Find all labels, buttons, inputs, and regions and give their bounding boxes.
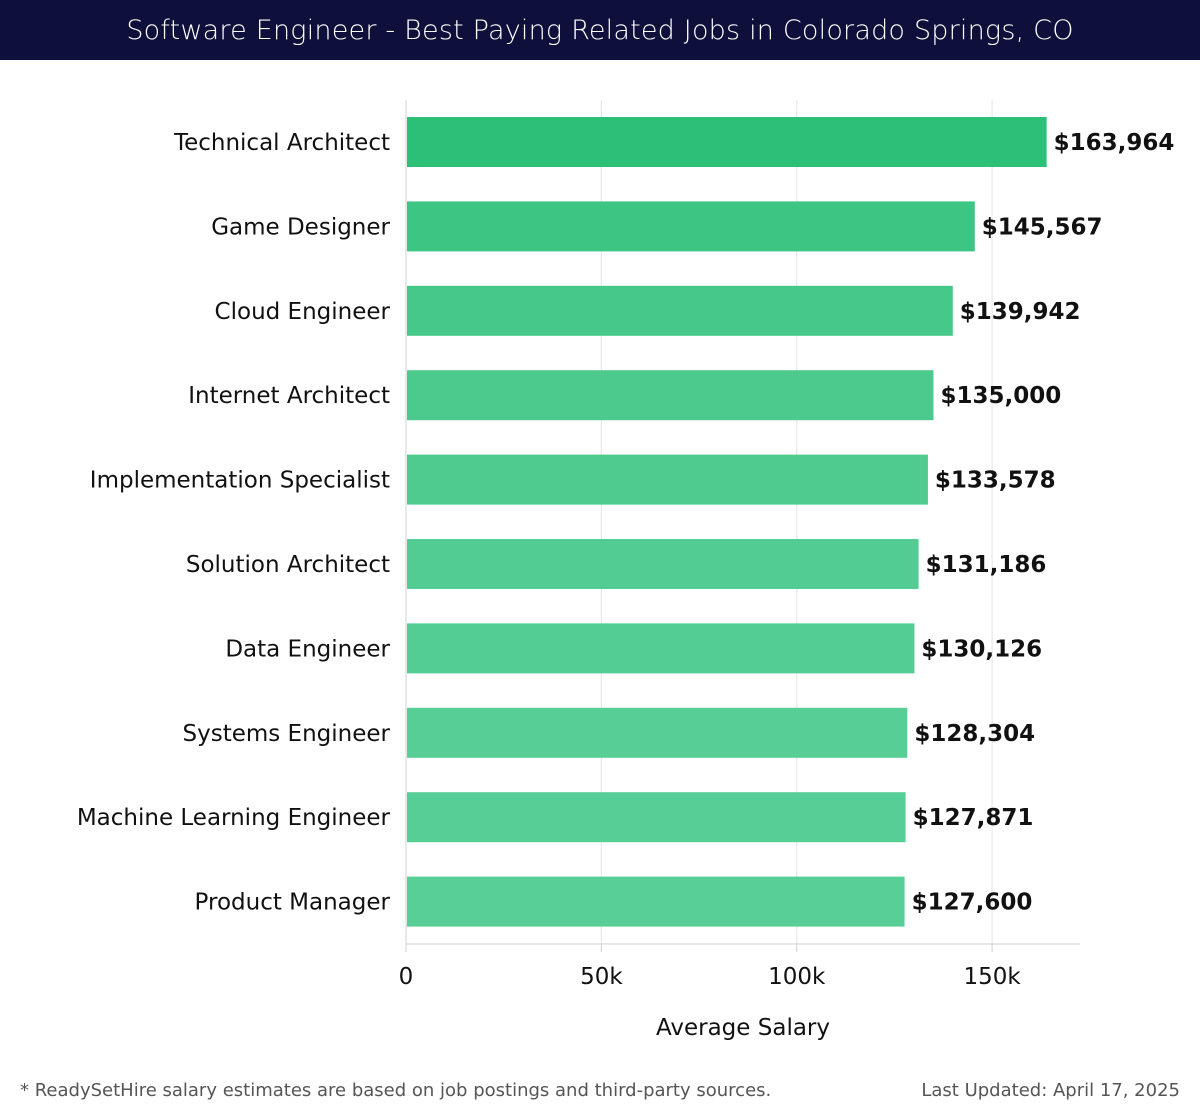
x-tick-label: 100k <box>768 964 826 990</box>
category-label: Cloud Engineer <box>215 299 391 325</box>
value-label: $127,871 <box>913 805 1034 831</box>
value-label: $135,000 <box>940 383 1061 409</box>
bar <box>407 623 915 674</box>
value-label: $139,942 <box>960 299 1081 325</box>
value-label: $145,567 <box>982 214 1103 240</box>
bar <box>407 707 908 758</box>
category-label: Systems Engineer <box>183 721 391 747</box>
bar-chart: Technical Architect $163,964 Game Designer… <box>77 100 1175 1041</box>
value-label: $133,578 <box>935 468 1056 494</box>
category-label: Internet Architect <box>188 383 390 409</box>
x-axis-title: Average Salary <box>656 1015 830 1041</box>
value-label: $130,126 <box>921 636 1042 662</box>
category-label: Game Designer <box>211 214 390 240</box>
category-label: Technical Architect <box>173 130 390 156</box>
chart-header: Software Engineer - Best Paying Related … <box>0 0 1200 60</box>
category-label: Implementation Specialist <box>90 468 390 494</box>
bar <box>407 370 934 421</box>
category-label: Product Manager <box>195 890 391 916</box>
bar <box>407 285 953 336</box>
value-label: $163,964 <box>1054 130 1175 156</box>
value-label: $128,304 <box>914 721 1035 747</box>
category-label: Data Engineer <box>225 636 390 662</box>
footer-note: * ReadySetHire salary estimates are base… <box>20 1080 772 1101</box>
last-updated: Last Updated: April 17, 2025 <box>921 1080 1180 1101</box>
bar <box>407 117 1047 167</box>
chart-title: Software Engineer - Best Paying Related … <box>126 14 1074 46</box>
bar <box>407 792 906 843</box>
bar <box>407 454 928 505</box>
value-label: $131,186 <box>926 552 1047 578</box>
bar <box>407 201 975 252</box>
bar <box>407 876 905 927</box>
category-label: Machine Learning Engineer <box>77 805 391 831</box>
bar <box>407 539 919 589</box>
value-label: $127,600 <box>912 890 1033 916</box>
x-tick-label: 150k <box>963 964 1021 990</box>
x-tick-label: 0 <box>399 964 414 990</box>
x-tick-label: 50k <box>580 964 623 990</box>
category-label: Solution Architect <box>186 552 390 578</box>
